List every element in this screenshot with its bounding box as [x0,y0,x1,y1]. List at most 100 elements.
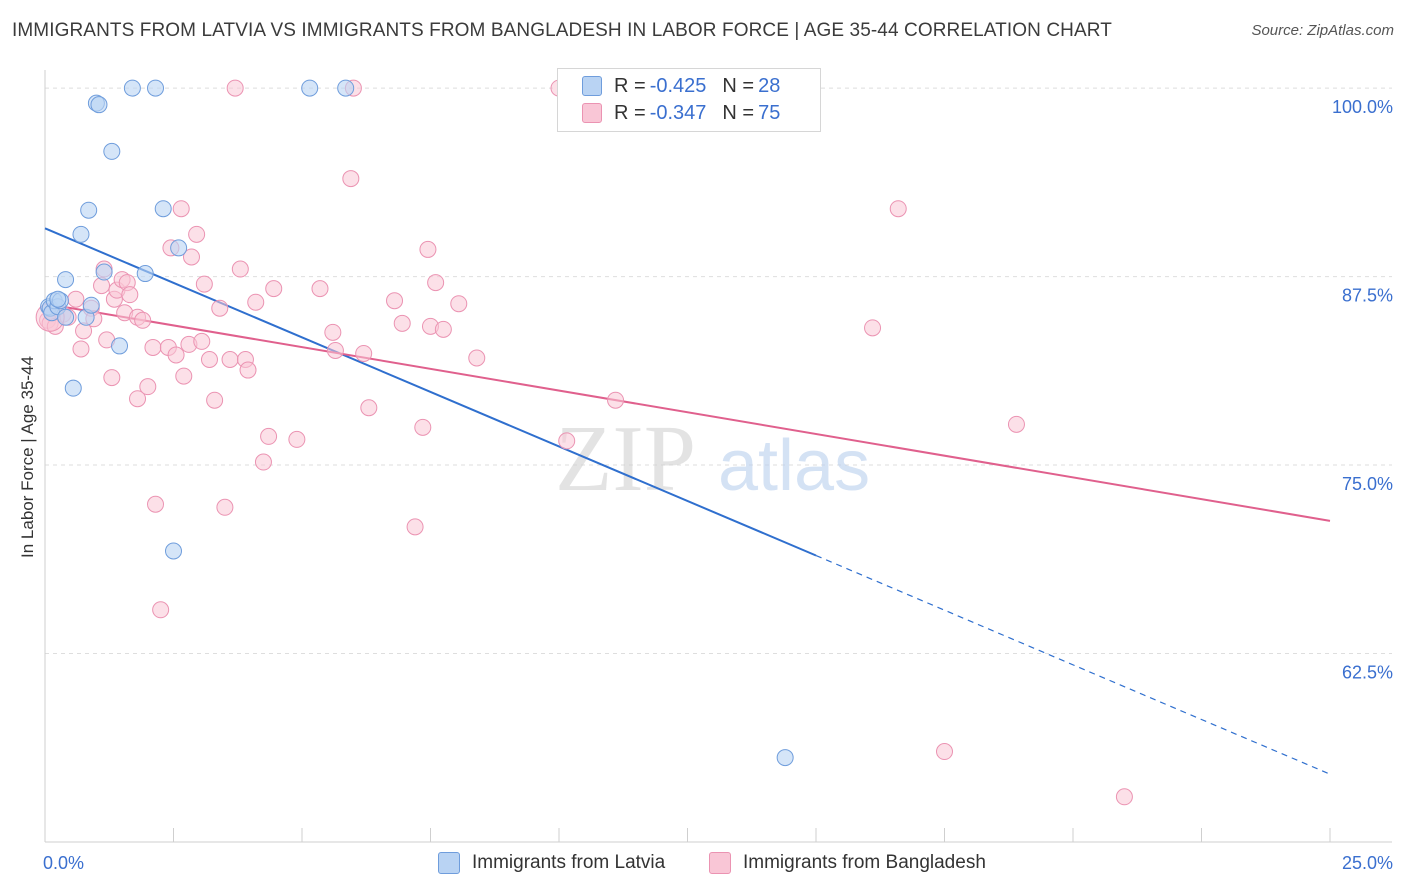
latvia-point [776,749,794,767]
latvia-n-label: N = [722,74,755,97]
bangladesh-point [239,361,257,379]
bottom-latvia-swatch [438,852,460,874]
bangladesh-point [206,391,224,409]
bangladesh-point [167,346,185,364]
bangladesh-point [450,295,468,313]
latvia-point [147,79,165,97]
bangladesh-point [393,314,411,332]
x-tick-labels: 0.0% 25.0% [43,853,1393,873]
bangladesh-point [265,280,283,298]
latvia-point [111,337,129,355]
legend-row-bangladesh: R = -0.347 N = 75 [582,100,780,126]
bottom-bangladesh-label: Immigrants from Bangladesh [743,852,986,873]
bangladesh-point [434,320,452,338]
latvia-point [64,379,82,397]
latvia-point [154,200,172,218]
latvia-point [95,263,113,281]
latvia-point [82,296,100,314]
bangladesh-n-label: N = [722,101,755,124]
bangladesh-point [288,430,306,448]
bangladesh-point [195,275,213,293]
latvia-point [57,308,75,326]
latvia-point [103,142,121,160]
bangladesh-point [216,498,234,516]
latvia-point [72,225,90,243]
trendlines [44,227,1331,775]
x-tick-label: 25.0% [1342,853,1393,873]
bangladesh-point [121,286,139,304]
latvia-point [301,79,319,97]
bangladesh-point [1007,415,1025,433]
bangladesh-point [139,378,157,396]
bangladesh-point [172,200,190,218]
bottom-bangladesh-swatch [709,852,731,874]
bangladesh-point [147,495,165,513]
bangladesh-point [414,418,432,436]
bangladesh-point [419,240,437,258]
latvia-point [123,79,141,97]
bangladesh-point [182,248,200,266]
bangladesh-point [175,367,193,385]
latvia-point [165,542,182,560]
y-tick-labels: 100.0% 87.5% 75.0% 62.5% [1332,97,1393,682]
bangladesh-point [558,432,576,450]
axes [44,70,1392,843]
bangladesh-point [607,391,625,409]
bangladesh-point [864,319,882,337]
bottom-legend-bangladesh: Immigrants from Bangladesh [709,852,986,874]
bangladesh-point [386,292,404,310]
y-tick-label: 75.0% [1342,474,1393,494]
bangladesh-point [324,323,342,341]
latvia-point [49,290,67,308]
latvia-point [136,265,154,283]
watermark-atlas: atlas [718,426,870,506]
latvia-point [337,79,355,97]
bangladesh-point [468,349,486,367]
latvia-point [90,96,108,114]
bangladesh-point [231,260,249,278]
latvia-trendline [44,227,817,557]
bangladesh-point [355,344,373,362]
bottom-legend-latvia: Immigrants from Latvia [438,852,665,874]
bangladesh-points [35,79,1133,806]
bangladesh-point [200,351,218,368]
y-axis-label: In Labor Force | Age 35-44 [18,356,37,558]
bangladesh-point [247,293,265,311]
bangladesh-n-value: 75 [758,101,781,124]
bangladesh-point [144,338,162,356]
bangladesh-point [254,453,272,471]
bangladesh-point [1115,788,1133,806]
bangladesh-point [134,311,152,329]
bangladesh-point [211,299,229,317]
bangladesh-r-value: -0.347 [649,101,707,124]
bottom-latvia-label: Immigrants from Latvia [472,852,666,873]
y-tick-label: 87.5% [1342,286,1393,306]
bangladesh-trendline [44,302,1331,522]
bangladesh-point [406,518,424,536]
latvia-points [40,79,794,767]
bangladesh-point [226,79,244,97]
correlation-legend: R = -0.425 N = 28 R = -0.347 N = 75 [557,68,821,132]
latvia-point [57,271,75,289]
bangladesh-point [152,601,170,619]
bangladesh-point [260,427,278,445]
latvia-r-label: R = [614,74,646,97]
bangladesh-point [103,369,121,387]
latvia-r-value: -0.425 [649,74,707,97]
latvia-swatch [582,76,602,96]
bangladesh-r-label: R = [614,101,646,124]
bangladesh-point [360,399,378,417]
bangladesh-point [188,225,206,243]
bangladesh-point [311,280,329,298]
bangladesh-point [889,200,907,218]
latvia-trendline-extrapolated [815,554,1331,775]
legend-row-latvia: R = -0.425 N = 28 [582,73,780,99]
bangladesh-point [326,341,344,359]
bangladesh-point [342,170,360,188]
bangladesh-point [427,274,445,292]
x-tick-label: 0.0% [43,853,84,873]
bangladesh-point [221,351,239,368]
latvia-point [170,239,188,257]
chart-title: IMMIGRANTS FROM LATVIA VS IMMIGRANTS FRO… [12,20,1112,41]
bangladesh-point [936,743,953,761]
